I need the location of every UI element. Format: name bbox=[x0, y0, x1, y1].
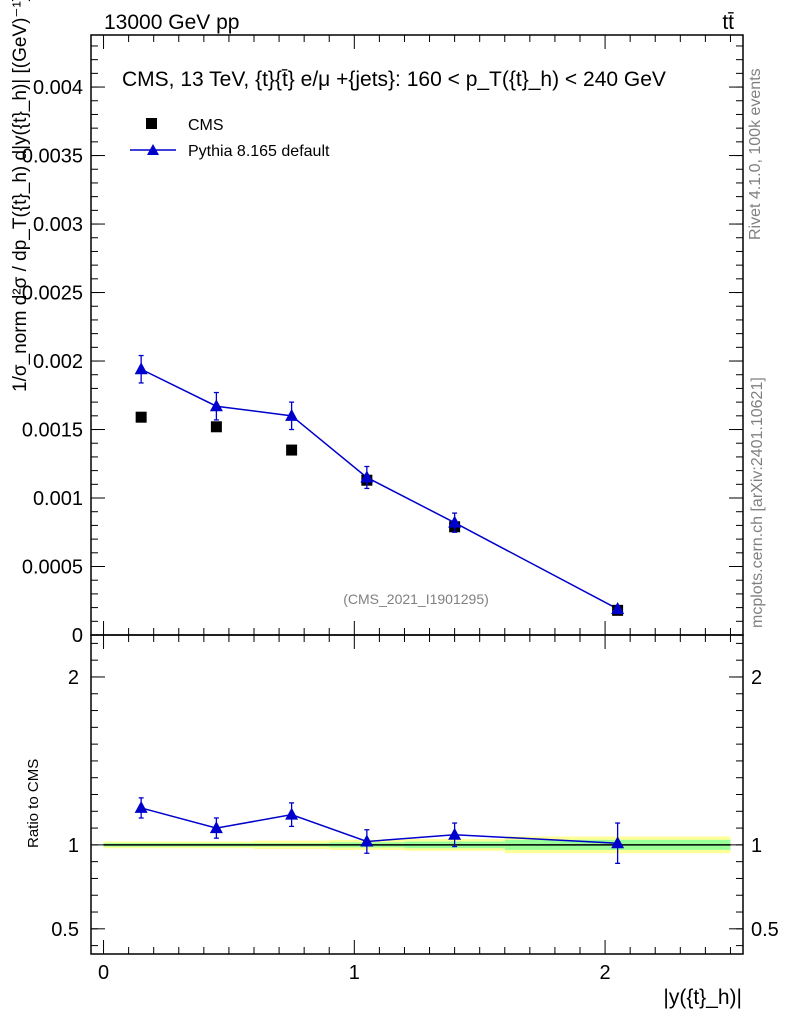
legend-pythia-marker bbox=[147, 144, 159, 155]
legend-pythia-label: Pythia 8.165 default bbox=[188, 143, 330, 160]
main-y-tick-label: 0.0025 bbox=[22, 283, 83, 305]
ratio-pythia-point bbox=[448, 827, 462, 840]
main-y-tick-label: 0.0015 bbox=[22, 420, 83, 442]
rivet-label: Rivet 4.1.0, 100k events bbox=[747, 68, 764, 240]
ratio-x-tick-labels: 0 1 2 bbox=[98, 962, 611, 984]
ratio-y-tick-label-left: 2 bbox=[68, 667, 79, 689]
ratio-y-tick-label-right: 0.5 bbox=[751, 919, 779, 941]
ratio-pythia-point bbox=[360, 834, 374, 847]
ratio-y-tick-label-right: 1 bbox=[751, 835, 762, 857]
pythia-line bbox=[140, 368, 618, 610]
cms-data-point bbox=[135, 411, 147, 423]
ratio-pythia-line bbox=[140, 807, 618, 844]
legend: CMS Pythia 8.165 default bbox=[130, 117, 330, 160]
main-y-axis-label: 1/σ_norm d²σ / dp_T({t}_h) d|y({t}_h)| [… bbox=[10, 0, 31, 392]
ratio-frame bbox=[90, 634, 744, 955]
main-title: CMS, 13 TeV, {t}{t̄} e/μ +{jets}: 160 < … bbox=[122, 68, 666, 91]
pythia-point bbox=[448, 515, 462, 528]
mcplots-label: mcplots.cern.ch [arXiv:2401.10621] bbox=[749, 377, 766, 628]
pythia-point bbox=[209, 399, 223, 412]
x-axis-label: |y({t}_h)| bbox=[663, 986, 742, 1009]
main-ticks bbox=[91, 35, 743, 636]
ratio-ticks bbox=[91, 635, 743, 954]
ratio-y-tick-label-left: 1 bbox=[68, 835, 79, 857]
ratio-y-axis-label: Ratio to CMS bbox=[25, 759, 42, 848]
ratio-y-tick-label-right: 2 bbox=[751, 667, 762, 689]
ratio-y-tick-label-left: 0.5 bbox=[51, 919, 79, 941]
main-y-tick-label: 0.003 bbox=[33, 214, 83, 236]
main-y-tick-label: 0.001 bbox=[33, 488, 83, 510]
pythia-point bbox=[285, 408, 299, 421]
legend-cms-marker bbox=[146, 118, 157, 129]
header-left-label: 13000 GeV pp bbox=[104, 11, 239, 34]
main-y-tick-labels: 0 0.0005 0.001 0.0015 0.002 0.0025 0.003 0.0035… bbox=[22, 77, 83, 647]
analysis-watermark: (CMS_2021_I1901295) bbox=[343, 591, 489, 607]
ratio-pythia-point bbox=[209, 821, 223, 834]
header-right-label: tt̄ bbox=[722, 11, 734, 34]
main-y-tick-label: 0.002 bbox=[33, 351, 83, 373]
ratio-series bbox=[134, 797, 625, 864]
cms-data-point bbox=[210, 421, 222, 433]
main-y-tick-label: 0.0035 bbox=[22, 146, 83, 168]
ratio-pythia-point bbox=[285, 807, 299, 820]
main-y-tick-label: 0.004 bbox=[33, 77, 83, 99]
ratio-x-tick-label: 1 bbox=[349, 962, 360, 984]
pythia-point bbox=[134, 362, 148, 375]
main-y-tick-label: 0.0005 bbox=[22, 557, 83, 579]
ratio-x-tick-label: 2 bbox=[600, 962, 611, 984]
main-series bbox=[134, 354, 625, 616]
cms-data-point bbox=[286, 444, 298, 456]
main-panel: 0 0.0005 0.001 0.0015 0.002 0.0025 0.003 0.0035… bbox=[10, 0, 744, 647]
ratio-pythia-point bbox=[611, 836, 625, 849]
ratio-x-tick-label: 0 bbox=[98, 962, 109, 984]
pythia-point bbox=[611, 601, 625, 614]
pythia-point bbox=[360, 470, 374, 483]
main-y-tick-label: 0 bbox=[72, 625, 83, 647]
ratio-y-tick-labels: 0.5 0.5 1 1 2 2 bbox=[51, 667, 779, 941]
legend-cms-label: CMS bbox=[188, 117, 224, 134]
ratio-pythia-point bbox=[134, 800, 148, 813]
ratio-panel: 0.5 0.5 1 1 2 2 0 1 2 Ratio to CMS bbox=[25, 634, 779, 984]
